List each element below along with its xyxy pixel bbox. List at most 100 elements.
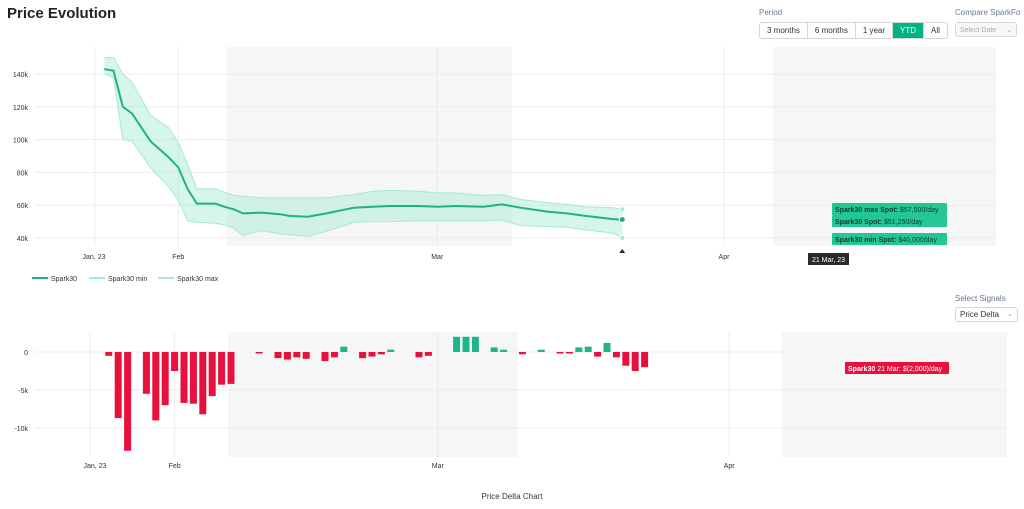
delta-bar (274, 352, 282, 359)
x-tick-label: Feb (169, 463, 181, 470)
delta-bar (359, 352, 367, 359)
delta-bar (603, 342, 611, 352)
tooltip-text: Spark30 max Spot: $57,500/day (835, 207, 939, 214)
y-tick-label: -5k (18, 388, 28, 395)
delta-bar (415, 352, 423, 358)
delta-bar (631, 352, 639, 371)
price-delta-chart: 0 -5k -10k Jan, 23 Feb Mar Apr Spark30 21 Mar:… (14, 332, 1007, 470)
delta-bar (584, 346, 592, 352)
delta-bar (622, 352, 630, 366)
tooltip-date-pointer (619, 249, 626, 253)
range-band (104, 57, 623, 238)
delta-bar (368, 352, 376, 357)
price-evolution-chart: 40k 60k 80k 100k 120k 140k Jan, 23 Feb Mar Apr Sp… (13, 47, 996, 283)
tooltip-series-name: Spark30 max Spot: (835, 207, 900, 214)
delta-bar (500, 349, 508, 352)
y-tick-label: 60k (17, 203, 29, 210)
tooltip-box (845, 362, 949, 374)
period-all-button[interactable]: All (931, 26, 940, 35)
x-tick-label: Jan, 23 (84, 463, 107, 470)
delta-bar (321, 352, 329, 362)
signal-select-value: Price Delta (960, 310, 1000, 319)
tooltip-box (832, 215, 947, 227)
y-tick-label: 140k (13, 72, 29, 79)
period-3-months-button[interactable]: 3 months (760, 23, 808, 38)
page-title: Price Evolution (7, 5, 117, 22)
delta-bar (518, 352, 526, 355)
tooltip-value: $40,000/day (898, 237, 937, 244)
series-line-spark30 (104, 68, 623, 221)
signals-label: Select Signals (955, 294, 1006, 303)
series-line-spark30-max (104, 57, 623, 210)
legend-item-spark30-max: Spark30 max (177, 276, 219, 283)
tooltip-date-box (808, 253, 849, 265)
delta-bar (283, 352, 291, 360)
period-6-months-button[interactable]: 6 months (808, 23, 856, 38)
tooltip-price-delta: Spark30 21 Mar: $(2,000)/day (845, 362, 949, 374)
delta-bar (199, 352, 207, 415)
data-point (618, 216, 626, 224)
data-point (619, 235, 626, 241)
period-1-year-button[interactable]: 1 year (856, 23, 894, 38)
delta-bar (387, 349, 395, 352)
delta-bar (293, 352, 301, 358)
chevron-down-icon: ⌄ (1006, 27, 1012, 34)
delta-bar (537, 349, 545, 352)
y-tick-label: -10k (14, 426, 28, 433)
delta-bar (424, 352, 432, 356)
period-label: Period (759, 8, 783, 17)
delta-bar (255, 352, 263, 354)
tooltip-text: Spark30 Spot: $51,250/day (835, 219, 923, 226)
delta-bar (302, 352, 310, 359)
delta-bar (171, 352, 179, 371)
x-tick-label: Jan, 23 (83, 254, 106, 261)
compare-date-placeholder: Select Date (960, 27, 997, 34)
x-tick-label: Apr (719, 254, 731, 261)
tooltip-spark30-max: Spark30 max Spot: $57,500/day (832, 203, 947, 215)
delta-bar (161, 352, 169, 406)
x-tick-label: Feb (172, 254, 184, 261)
delta-bar (152, 352, 160, 421)
y-tick-label: 120k (13, 105, 29, 112)
tooltip-text: Spark30 min Spot: $40,000/day (835, 237, 937, 244)
delta-bar (330, 352, 338, 358)
signal-select[interactable]: Price Delta ⌄ (955, 307, 1018, 322)
delta-bar (471, 336, 479, 352)
delta-bar (612, 352, 620, 358)
chevron-down-icon: ⌄ (1007, 311, 1013, 318)
tooltip-series-name: Spark30 min Spot: (835, 237, 898, 244)
legend-item-spark30-min: Spark30 min (108, 276, 147, 283)
delta-bar (208, 352, 216, 397)
delta-bar (565, 352, 573, 354)
delta-bar (377, 352, 385, 355)
tooltip-spark30: Spark30 Spot: $51,250/day (832, 215, 947, 227)
tooltip-value: $(2,000)/day (903, 366, 943, 373)
delta-bar (124, 352, 132, 451)
tooltip-date: 21 Mar: (877, 366, 903, 373)
tooltip-date: 21 Mar, 23 (812, 257, 845, 264)
shaded-region (782, 332, 1007, 457)
y-tick-label: 100k (13, 138, 29, 145)
tooltip-text: Spark30 21 Mar: $(2,000)/day (848, 366, 943, 373)
price-delta-chart-title: Price Delta Chart (481, 492, 543, 501)
compare-date-select[interactable]: Select Date ⌄ (955, 22, 1017, 37)
delta-bar (227, 352, 235, 384)
tooltip-box (832, 203, 947, 215)
delta-bar (594, 352, 602, 357)
delta-bar (575, 347, 583, 352)
y-tick-label: 80k (17, 170, 29, 177)
delta-bar (114, 352, 122, 419)
period-ytd-button[interactable]: YTD (893, 23, 925, 38)
tooltip-spark30-min: Spark30 min Spot: $40,000/day (832, 233, 947, 245)
x-tick-label: Mar (432, 463, 445, 470)
tooltip-box (832, 233, 947, 245)
tooltip-value: $51,250/day (884, 219, 923, 226)
data-point (619, 206, 626, 213)
delta-bar (556, 352, 564, 354)
delta-bar (453, 336, 461, 352)
period-selector: 3 months 6 months 1 year YTD All (759, 22, 948, 39)
delta-bar (142, 352, 150, 394)
delta-bar (105, 352, 113, 356)
compare-label: Compare SparkFo (955, 8, 1021, 17)
series-line-spark30-min (104, 73, 623, 239)
